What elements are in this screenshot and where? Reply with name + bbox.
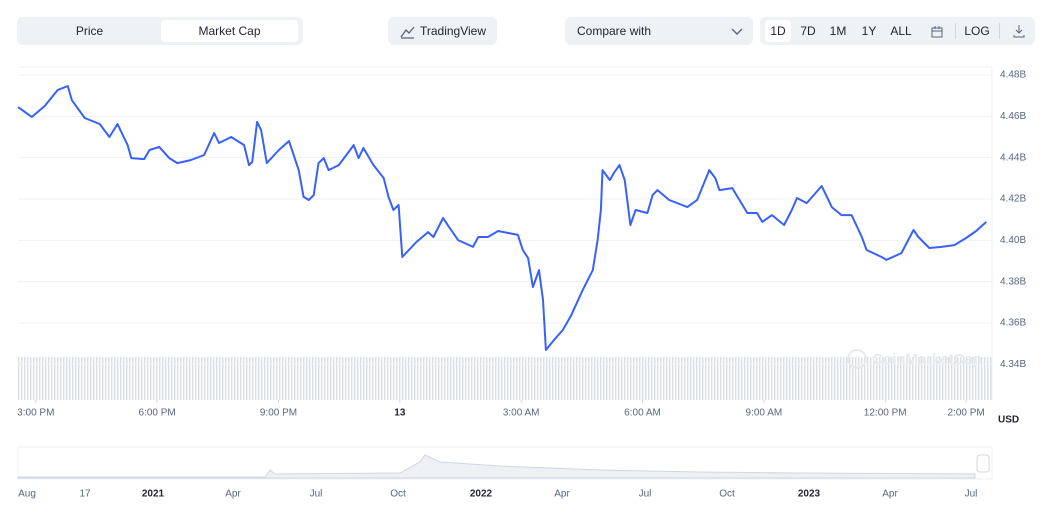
watermark-logo [847,349,867,369]
x-tick-label: 12:00 PM [864,408,907,419]
line [17,85,987,351]
navigator-label: Oct [390,489,406,500]
watermark: CoinMarketCap [872,351,982,368]
navigator-area [17,454,976,479]
x-tick-label: 9:00 PM [260,408,297,419]
label: TradingView [419,24,487,38]
range-button[interactable]: 7D [800,24,816,38]
range-button[interactable]: 1D [765,20,791,42]
navigator-label: Apr [554,489,570,500]
range-group: 1D 7D 1M 1Y ALL LOG [760,17,1035,45]
navigator-label: Jul [639,489,652,500]
y-tick-label: 4.40B [1000,235,1026,246]
volume-bars [18,357,992,400]
x-tick-label: 6:00 AM [624,408,661,419]
navigator-label: Jul [310,489,323,500]
y-tick-label: 4.36B [1000,318,1026,329]
x-tick-label: 3:00 PM [17,408,54,419]
separator [999,23,1000,39]
log-button[interactable]: LOG [964,24,990,38]
chevron [731,28,743,35]
x-tick-label: 2:00 PM [947,408,984,419]
navigator-label: Apr [882,489,898,500]
separator [955,23,956,39]
navigator-label: 17 [79,489,91,500]
navigator-label: Apr [225,489,241,500]
y-unit: USD [998,415,1019,426]
navigator [17,446,993,480]
range-button[interactable]: 1M [829,24,847,38]
x-tick-label: 13 [394,408,406,419]
y-tick-label: 4.44B [1000,152,1026,163]
tradingview-button[interactable]: TradingView [388,17,497,45]
download-icon[interactable] [1012,24,1026,38]
y-tick-label: 4.34B [1000,359,1026,370]
range-button[interactable]: 1Y [861,24,877,38]
range-button[interactable]: ALL [890,24,912,38]
navigator-label: Oct [719,489,735,500]
y-tick-label: 4.42B [1000,194,1026,205]
y-tick-label: 4.38B [1000,276,1026,287]
y-tick-label: 4.48B [1000,70,1026,81]
navigator-label: Jul [965,489,978,500]
navigator-label: Aug [18,489,36,500]
navigator-label: 2022 [470,489,493,500]
tab-active[interactable]: Market Cap [161,20,298,42]
x-tick-label: 3:00 AM [503,408,540,419]
navigator-label: 2023 [798,489,821,500]
y-tick-label: 4.46B [1000,111,1026,122]
x-tick-label: 9:00 AM [746,408,783,419]
x-tick-label: 6:00 PM [139,408,176,419]
navigator-label: 2021 [142,489,165,500]
navigator-handle[interactable] [976,454,990,473]
icon [400,26,415,39]
compare-dropdown[interactable]: Compare with [565,17,753,45]
label: Compare with [577,24,652,38]
tab[interactable]: Price [75,24,104,38]
tab-group: Price Market Cap [17,17,303,45]
calendar-icon[interactable] [930,25,944,39]
